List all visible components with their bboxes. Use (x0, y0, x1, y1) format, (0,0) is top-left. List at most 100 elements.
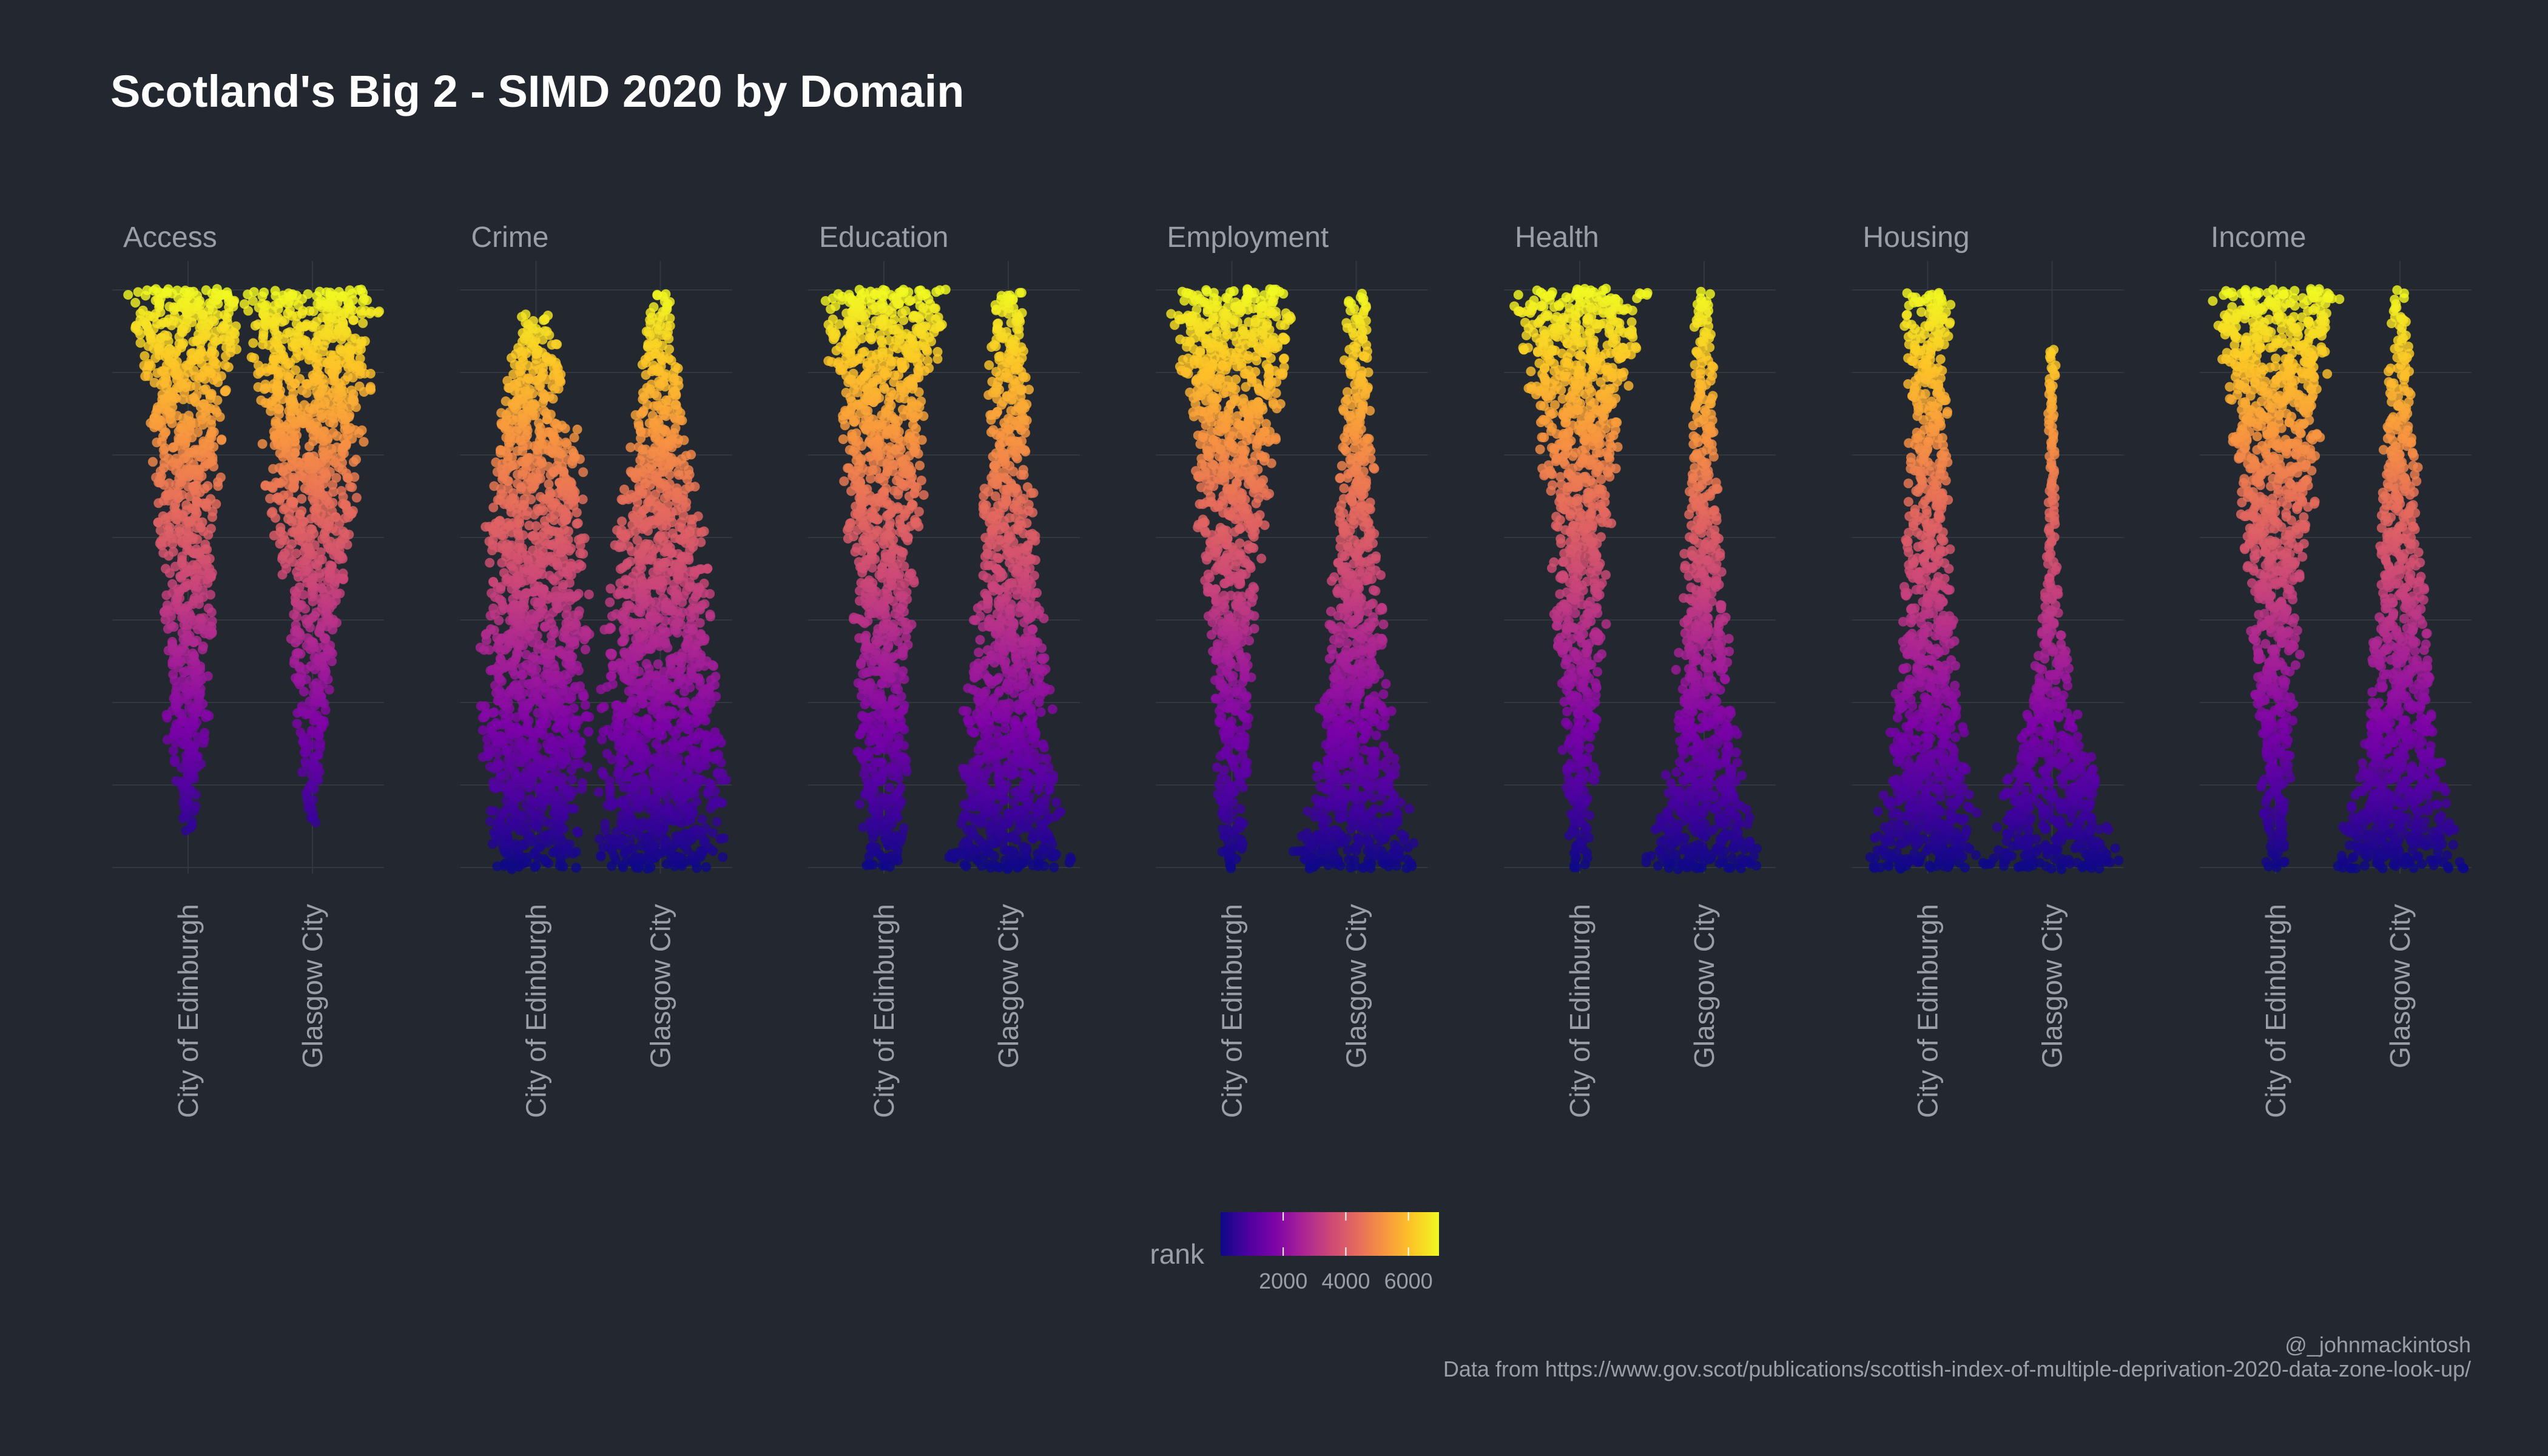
swarm-point (595, 834, 605, 844)
swarm-point (605, 597, 615, 607)
swarm-point (149, 377, 160, 388)
swarm-point (168, 547, 178, 557)
swarm-point (524, 521, 534, 531)
swarm-point (345, 482, 355, 492)
swarm-point (906, 568, 917, 578)
swarm-point (584, 712, 594, 722)
swarm-point (596, 851, 606, 861)
swarm-point (578, 548, 588, 559)
swarm-point (855, 799, 865, 809)
swarm-point (358, 288, 368, 298)
swarm-point (619, 647, 629, 658)
swarm-point (248, 296, 258, 306)
swarm-point (525, 794, 536, 804)
swarm-point (574, 559, 584, 570)
swarm-point (302, 319, 312, 329)
swarm-point (679, 435, 689, 445)
swarm-point (350, 333, 360, 343)
swarm-point (876, 792, 886, 803)
swarm-point (306, 661, 316, 671)
swarm-point (852, 746, 863, 757)
swarm-glasgow-city (243, 285, 384, 827)
swarm-point (259, 288, 269, 297)
swarm-point (198, 592, 208, 602)
swarm-glasgow-city (593, 289, 731, 874)
swarm-point (522, 588, 532, 598)
swarm-point (161, 564, 171, 574)
swarm-point (858, 536, 868, 545)
swarm-point (297, 701, 307, 712)
swarm-point (677, 551, 687, 562)
swarm-point (189, 445, 200, 455)
swarm-point (219, 331, 229, 342)
swarm-point (355, 354, 365, 363)
swarm-point (593, 787, 604, 797)
swarm-point (142, 285, 152, 295)
swarm-point (701, 862, 711, 872)
swarm-point (193, 427, 203, 437)
swarm-point (547, 340, 557, 350)
swarm-point (604, 624, 615, 635)
swarm-point (167, 636, 177, 647)
swarm-point (673, 363, 683, 374)
swarm-point (358, 318, 368, 328)
swarm-point (485, 806, 496, 816)
facet-label: Education (819, 221, 949, 254)
swarm-point (641, 539, 651, 549)
swarm-point (167, 579, 178, 589)
swarm-point (317, 554, 327, 565)
swarm-point (692, 773, 702, 783)
swarm-point (664, 556, 674, 567)
swarm-point (172, 285, 183, 295)
swarm-point (557, 420, 567, 431)
swarm-point (205, 449, 215, 459)
swarm-point (898, 823, 909, 834)
swarm-point (530, 530, 540, 541)
swarm-point (493, 757, 503, 767)
swarm-point (328, 428, 339, 438)
swarm-point (207, 426, 217, 437)
swarm-point (200, 539, 211, 550)
swarm-point (494, 516, 504, 526)
swarm-point (491, 718, 501, 728)
swarm-point (661, 289, 671, 299)
swarm-point (599, 701, 609, 712)
swarm-point (508, 369, 519, 379)
swarm-point (638, 772, 648, 783)
swarm-point (480, 701, 490, 711)
swarm-point (335, 344, 345, 354)
swarm-city-of-edinburgh (123, 284, 253, 836)
swarm-point (192, 496, 201, 507)
swarm-point (572, 826, 582, 837)
swarm-point (543, 311, 553, 320)
swarm-point (360, 306, 371, 316)
swarm-point (334, 287, 344, 297)
swarm-point (133, 287, 143, 297)
swarm-point (686, 450, 696, 460)
swarm-point (516, 482, 526, 492)
swarm-point (488, 577, 499, 587)
swarm-point (190, 505, 201, 515)
swarm-point (292, 718, 302, 729)
swarm-point (256, 395, 266, 405)
swarm-point (855, 615, 865, 624)
swarm-point (495, 730, 505, 741)
swarm-point (564, 839, 575, 849)
swarm-point (605, 584, 616, 594)
facet-label: Crime (471, 221, 549, 254)
swarm-point (665, 542, 675, 553)
swarm-point (140, 351, 150, 361)
swarm-point (204, 711, 214, 721)
swarm-point (578, 778, 588, 788)
swarm-point (365, 368, 376, 379)
swarm-point (250, 320, 260, 331)
swarm-point (706, 612, 715, 622)
swarm-point (170, 755, 180, 765)
swarm-point (301, 614, 311, 624)
swarm-point (694, 727, 704, 738)
swarm-point (584, 727, 594, 737)
swarm-point (622, 601, 632, 611)
swarm-point (315, 738, 326, 749)
